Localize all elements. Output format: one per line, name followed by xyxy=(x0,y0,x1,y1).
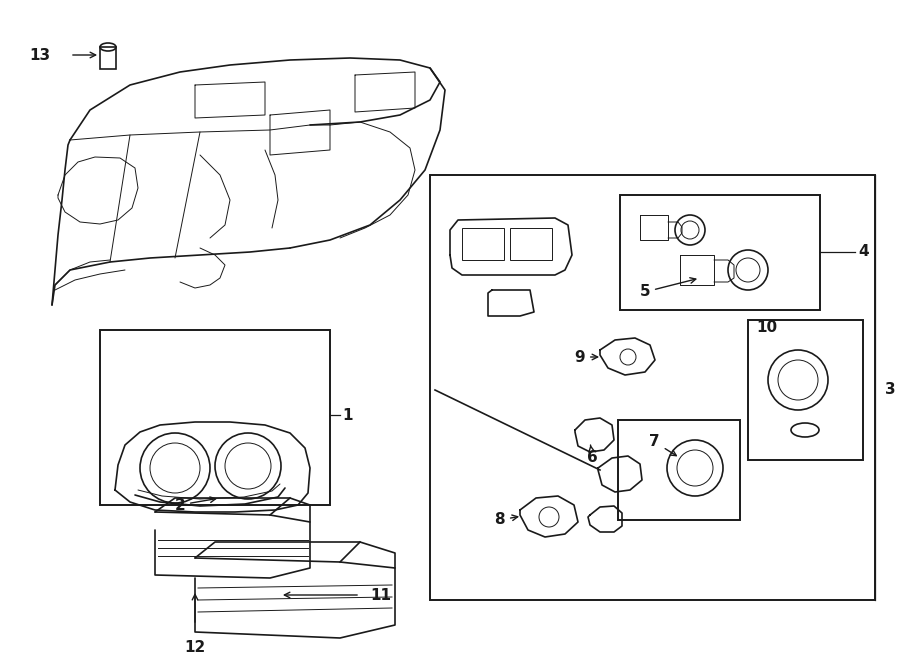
Text: 2: 2 xyxy=(175,497,216,512)
Bar xyxy=(430,175,875,600)
Text: 9: 9 xyxy=(574,350,598,364)
Text: 6: 6 xyxy=(587,445,598,465)
Bar xyxy=(510,228,552,260)
Text: 4: 4 xyxy=(858,245,868,260)
Bar xyxy=(100,47,116,69)
Bar xyxy=(100,330,330,505)
Text: 7: 7 xyxy=(650,434,676,455)
Text: 1: 1 xyxy=(342,407,353,422)
Text: 5: 5 xyxy=(639,278,696,299)
Bar xyxy=(618,420,740,520)
Text: 10: 10 xyxy=(756,321,777,336)
Text: 3: 3 xyxy=(885,383,895,397)
Text: 13: 13 xyxy=(29,48,50,63)
Text: 12: 12 xyxy=(184,640,205,655)
Bar xyxy=(462,228,504,260)
Bar xyxy=(620,195,820,310)
Text: 8: 8 xyxy=(494,512,518,527)
Bar xyxy=(748,320,863,460)
Text: 11: 11 xyxy=(370,588,391,602)
